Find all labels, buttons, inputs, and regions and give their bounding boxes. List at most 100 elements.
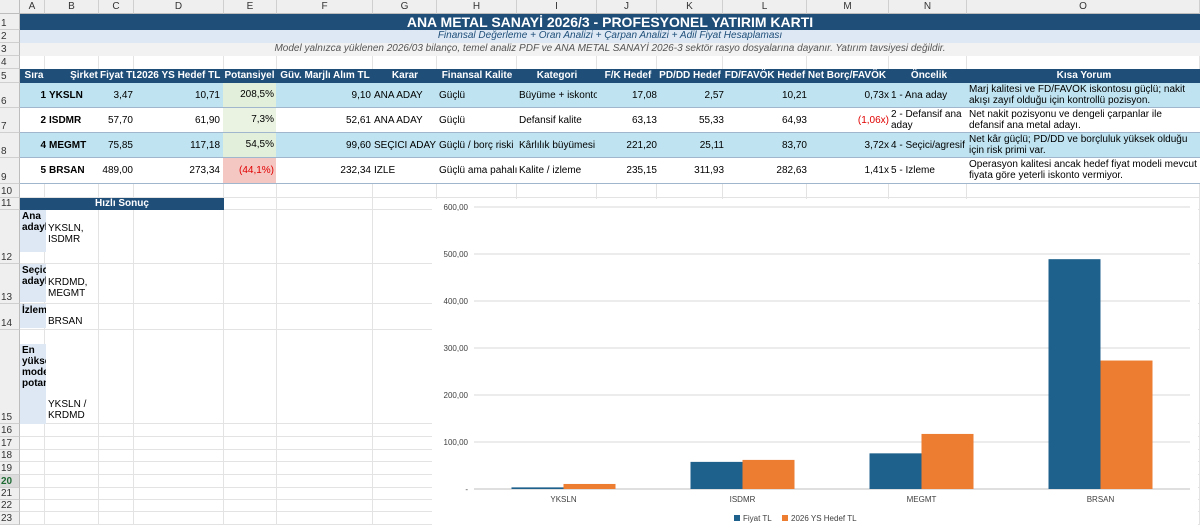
column-header-f[interactable]: F <box>277 0 373 14</box>
column-header-l[interactable]: L <box>723 0 807 14</box>
cell-sirket[interactable]: BRSAN <box>49 165 85 176</box>
bar-yksln-hedef[interactable] <box>563 483 616 489</box>
cell-fiyat[interactable]: 75,85 <box>107 140 133 151</box>
row-header-17[interactable]: 17 <box>0 437 20 450</box>
cell-netborc[interactable]: 3,72x <box>864 140 889 151</box>
cell-hedef[interactable]: 61,90 <box>194 115 220 126</box>
cell-sira[interactable]: 1 <box>40 90 46 101</box>
table-row[interactable]: 5 BRSAN 489,00 273,34 (44,1%) 232,34 İZL… <box>20 158 1200 184</box>
cell-fdfavok[interactable]: 83,70 <box>781 140 807 151</box>
row-header-11[interactable]: 11 <box>0 198 20 210</box>
row-header-13[interactable]: 13 <box>0 264 20 304</box>
row-header-6[interactable]: 6 <box>0 83 20 108</box>
column-header-k[interactable]: K <box>657 0 723 14</box>
cell-fiyat[interactable]: 3,47 <box>113 90 133 101</box>
row-header-16[interactable]: 16 <box>0 424 20 437</box>
cell-guv[interactable]: 232,34 <box>340 165 371 176</box>
cell-pddd[interactable]: 2,57 <box>704 90 724 101</box>
cell-sira[interactable]: 5 <box>40 165 46 176</box>
column-header-b[interactable]: B <box>45 0 99 14</box>
cell-sirket[interactable]: ISDMR <box>49 115 82 126</box>
column-header-a[interactable]: A <box>20 0 45 14</box>
chart-area[interactable]: - 100,00 200,00 300,00 400,00 500,00 600,00 YKS… <box>432 199 1198 525</box>
cell-kalite[interactable]: Güçlü ama pahalı <box>439 165 517 176</box>
bar-megmt-fiyat[interactable] <box>869 453 922 489</box>
cell-potansiyel[interactable]: 7,3% <box>223 108 276 132</box>
row-header-8[interactable]: 8 <box>0 133 20 158</box>
row-header-7[interactable]: 7 <box>0 108 20 133</box>
quick-value-izleme[interactable]: BRSAN <box>48 316 83 327</box>
column-header-g[interactable]: G <box>373 0 437 14</box>
cell-potansiyel[interactable]: 54,5% <box>223 133 276 157</box>
quick-value-ana[interactable]: YKSLN, ISDMR <box>48 223 84 245</box>
table-row[interactable]: 4 MEGMT 75,85 117,18 54,5% 99,60 SEÇİCİ … <box>20 133 1200 158</box>
cell-kalite[interactable]: Güçlü <box>439 90 466 101</box>
table-row[interactable]: 2 ISDMR 57,70 61,90 7,3% 52,61 ANA ADAY … <box>20 108 1200 133</box>
cell-fiyat[interactable]: 489,00 <box>102 165 133 176</box>
column-header-m[interactable]: M <box>807 0 889 14</box>
bar-brsan-fiyat[interactable] <box>1048 259 1101 489</box>
cell-fk[interactable]: 235,15 <box>626 165 657 176</box>
column-header-j[interactable]: J <box>597 0 657 14</box>
cell-guv[interactable]: 99,60 <box>345 140 371 151</box>
cell-fdfavok[interactable]: 64,93 <box>781 115 807 126</box>
cell-sirket[interactable]: MEGMT <box>49 140 87 151</box>
cell-fk[interactable]: 17,08 <box>631 90 657 101</box>
cell-pddd[interactable]: 311,93 <box>694 165 724 176</box>
cell-oncelik[interactable]: 5 - İzleme <box>891 165 935 176</box>
cell-kategori[interactable]: Kalite / izleme <box>519 165 582 176</box>
row-header-14[interactable]: 14 <box>0 304 20 330</box>
cell-kategori[interactable]: Kârlılık büyümesi <box>519 140 596 151</box>
row-header-3[interactable]: 3 <box>0 43 20 56</box>
bar-yksln-fiyat[interactable] <box>511 487 564 489</box>
cell-netborc[interactable]: 1,41x <box>864 165 889 176</box>
select-all-corner[interactable] <box>0 0 20 14</box>
cell-kategori[interactable]: Defansif kalite <box>519 115 582 126</box>
row-header-10[interactable]: 10 <box>0 184 20 198</box>
column-header-d[interactable]: D <box>134 0 224 14</box>
cell-netborc[interactable]: (1,06x) <box>857 115 889 126</box>
column-header-h[interactable]: H <box>437 0 517 14</box>
cell-fdfavok[interactable]: 282,63 <box>776 165 807 176</box>
bar-megmt-hedef[interactable] <box>921 433 974 489</box>
cell-oncelik[interactable]: 2 - Defansif ana aday <box>891 109 962 131</box>
cell-pddd[interactable]: 55,33 <box>698 115 724 126</box>
column-header-i[interactable]: I <box>517 0 597 14</box>
cell-sira[interactable]: 4 <box>40 140 46 151</box>
cell-fiyat[interactable]: 57,70 <box>107 115 133 126</box>
cell-kategori[interactable]: Büyüme + iskonto <box>519 90 597 101</box>
cell-guv[interactable]: 52,61 <box>345 115 371 126</box>
column-header-o[interactable]: O <box>967 0 1200 14</box>
bar-brsan-hedef[interactable] <box>1100 360 1153 489</box>
row-header-12[interactable]: 12 <box>0 210 20 264</box>
cell-yorum[interactable]: Operasyon kalitesi ancak hedef fiyat mod… <box>969 159 1197 181</box>
bar-isdmr-fiyat[interactable] <box>690 461 743 489</box>
cell-hedef[interactable]: 117,18 <box>190 140 220 151</box>
column-header-n[interactable]: N <box>889 0 967 14</box>
row-header-18[interactable]: 18 <box>0 450 20 462</box>
cell-karar[interactable]: SEÇİCİ ADAY <box>374 140 437 151</box>
row-header-2[interactable]: 2 <box>0 30 20 43</box>
quick-value-secici[interactable]: KRDMD, MEGMT <box>48 277 88 299</box>
row-header-19[interactable]: 19 <box>0 462 20 475</box>
quick-value-potansiyel[interactable]: YKSLN / KRDMD <box>48 399 87 421</box>
cell-potansiyel[interactable]: 208,5% <box>223 83 276 107</box>
row-header-23[interactable]: 23 <box>0 512 20 525</box>
row-header-9[interactable]: 9 <box>0 158 20 184</box>
cell-oncelik[interactable]: 1 - Ana aday <box>891 90 948 101</box>
cell-netborc[interactable]: 0,73x <box>864 90 889 101</box>
cell-hedef[interactable]: 273,34 <box>189 165 220 176</box>
cell-kalite[interactable]: Güçlü <box>439 115 466 126</box>
bar-isdmr-hedef[interactable] <box>742 459 795 489</box>
cell-potansiyel[interactable]: (44,1%) <box>223 158 276 183</box>
row-header-21[interactable]: 21 <box>0 488 20 500</box>
cell-karar[interactable]: ANA ADAY <box>374 115 423 126</box>
table-row[interactable]: 1 YKSLN 3,47 10,71 208,5% 9,10 ANA ADAY … <box>20 83 1200 108</box>
cell-fk[interactable]: 221,20 <box>626 140 657 151</box>
cell-oncelik[interactable]: 4 - Seçici/agresif <box>891 140 965 151</box>
cell-karar[interactable]: ANA ADAY <box>374 90 423 101</box>
cell-yorum[interactable]: Net kâr güçlü; PD/DD ve borçluluk yüksek… <box>969 134 1188 156</box>
row-header-1[interactable]: 1 <box>0 14 20 30</box>
column-header-c[interactable]: C <box>99 0 134 14</box>
cell-kalite[interactable]: Güçlü / borç riski <box>439 140 514 151</box>
